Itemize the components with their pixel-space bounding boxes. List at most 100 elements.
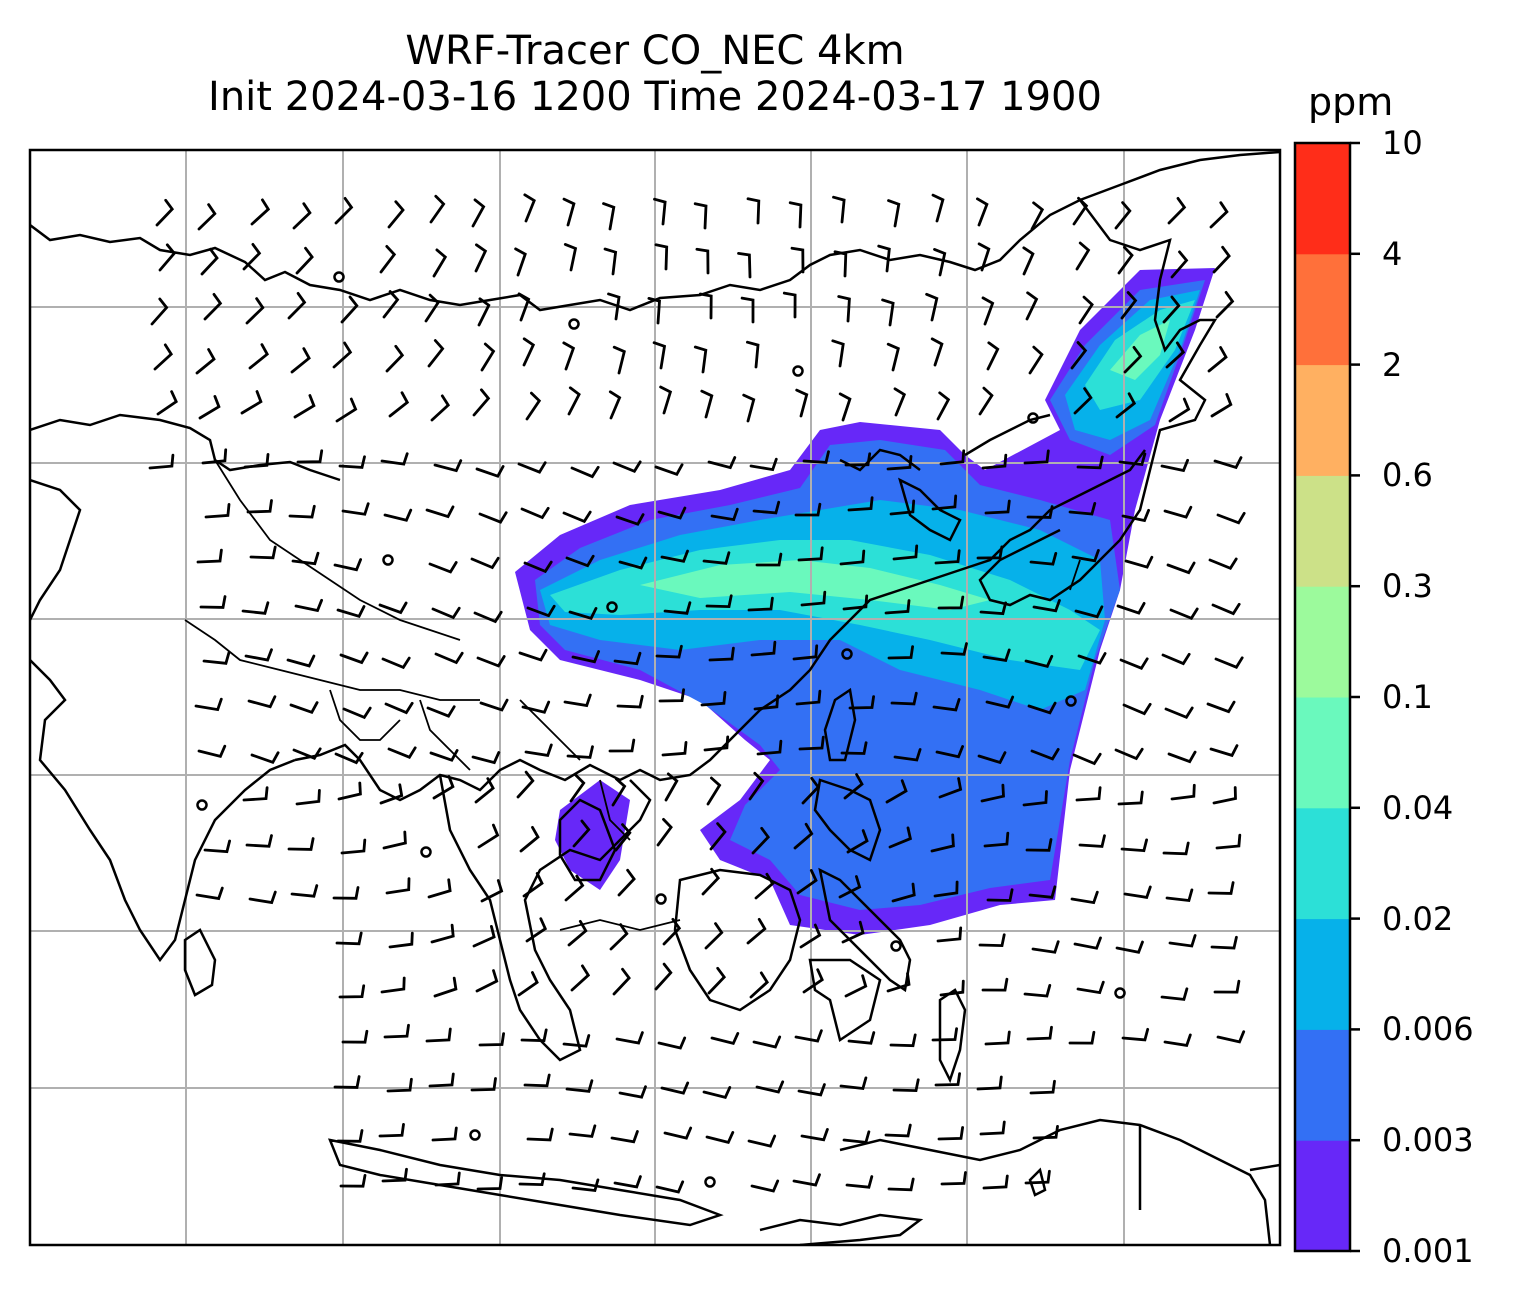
wind-barb bbox=[426, 705, 456, 718]
wind-barb bbox=[1029, 552, 1058, 566]
wind-barb bbox=[570, 964, 591, 992]
wind-barb bbox=[658, 688, 685, 703]
wind-barb bbox=[565, 554, 595, 568]
wind-barb bbox=[568, 607, 598, 620]
wind-barb bbox=[748, 771, 765, 801]
wind-barb bbox=[1076, 980, 1105, 995]
wind-barb bbox=[379, 783, 404, 805]
wind-barb bbox=[798, 735, 825, 751]
wind-barb bbox=[610, 1130, 639, 1144]
wind-barb bbox=[388, 931, 414, 949]
wind-barb bbox=[572, 819, 591, 848]
wind-barb bbox=[1161, 652, 1191, 666]
wind-barb bbox=[700, 691, 727, 707]
wind-barb bbox=[802, 450, 830, 464]
wind-barb bbox=[940, 642, 968, 656]
colorbar-tick-label: 0.3 bbox=[1382, 567, 1433, 606]
wind-barb bbox=[289, 701, 319, 715]
wind-barb bbox=[250, 751, 280, 765]
wind-barb bbox=[1120, 838, 1148, 853]
wind-barb bbox=[976, 545, 1004, 560]
wind-barb bbox=[1120, 291, 1138, 320]
wind-barb bbox=[1072, 196, 1089, 226]
wind-barb bbox=[934, 1072, 961, 1087]
wind-barb bbox=[788, 201, 803, 229]
wind-barb bbox=[517, 461, 547, 474]
wind-barb bbox=[388, 391, 410, 418]
wind-barb bbox=[615, 1031, 644, 1045]
wind-barb bbox=[295, 246, 314, 275]
wind-barb bbox=[881, 298, 895, 327]
wind-barb bbox=[663, 601, 692, 615]
wind-barb bbox=[664, 772, 679, 802]
wind-barb bbox=[523, 193, 536, 223]
wind-barb bbox=[802, 968, 824, 994]
wind-barb bbox=[705, 594, 733, 609]
wind-barb bbox=[380, 976, 406, 994]
wind-barb bbox=[478, 511, 508, 524]
wind-barb bbox=[433, 459, 463, 473]
wind-barb bbox=[428, 1072, 455, 1088]
wind-barb bbox=[608, 390, 622, 420]
calm-wind-circle bbox=[655, 893, 667, 905]
wind-barb bbox=[1168, 397, 1191, 423]
wind-barb bbox=[1026, 1025, 1053, 1041]
wind-barb bbox=[1210, 393, 1233, 418]
wind-barb bbox=[335, 397, 358, 423]
wind-barb bbox=[334, 751, 364, 765]
colorbar-segment bbox=[1295, 918, 1350, 1030]
wind-barb bbox=[847, 496, 874, 512]
wind-barb bbox=[340, 295, 359, 324]
wind-barb bbox=[430, 923, 455, 944]
colorbar-segment bbox=[1295, 807, 1350, 920]
wind-barb bbox=[698, 292, 713, 320]
wind-barb bbox=[431, 606, 461, 620]
wind-barb bbox=[847, 1031, 876, 1045]
colorbar-segment bbox=[1295, 697, 1350, 809]
wind-barb bbox=[519, 826, 540, 853]
wind-barb bbox=[693, 202, 708, 230]
colorbar-segment bbox=[1295, 253, 1350, 366]
wind-barb bbox=[844, 974, 868, 998]
wind-barb bbox=[979, 601, 1007, 616]
wind-barb bbox=[378, 1123, 405, 1138]
wind-barb bbox=[1208, 557, 1238, 571]
wind-barb bbox=[939, 449, 966, 466]
wind-barb bbox=[1075, 241, 1091, 271]
wind-barb bbox=[985, 695, 1015, 709]
wind-barb bbox=[431, 1126, 458, 1142]
wind-barb bbox=[1160, 458, 1189, 473]
colorbar-tick-label: 2 bbox=[1382, 345, 1403, 384]
wind-barb bbox=[240, 390, 263, 415]
wind-barb bbox=[195, 886, 224, 901]
wind-barb bbox=[1030, 201, 1045, 231]
calm-wind-circle bbox=[841, 648, 853, 660]
wind-barb bbox=[425, 505, 455, 519]
wind-barb bbox=[427, 878, 452, 899]
wind-barb bbox=[335, 931, 363, 946]
wind-barb bbox=[429, 749, 459, 762]
wind-barb bbox=[1030, 748, 1060, 761]
wind-barb bbox=[839, 1076, 868, 1091]
wind-barb bbox=[618, 1085, 647, 1099]
wind-barb bbox=[750, 640, 777, 657]
wind-barb bbox=[982, 648, 1011, 662]
wind-barb bbox=[1166, 561, 1196, 575]
wind-barb bbox=[1213, 456, 1243, 470]
wind-barb bbox=[655, 644, 683, 659]
wind-barb bbox=[197, 203, 217, 231]
wind-barb bbox=[660, 549, 689, 563]
wind-barb bbox=[737, 252, 752, 279]
wind-barb bbox=[887, 199, 901, 228]
title-line-2: Init 2024-03-16 1200 Time 2024-03-17 190… bbox=[208, 74, 1102, 120]
wind-barb bbox=[933, 880, 959, 898]
wind-barb bbox=[294, 598, 323, 613]
wind-barb bbox=[782, 291, 797, 319]
colorbar-tick-label: 0.001 bbox=[1382, 1232, 1474, 1270]
wind-barb bbox=[981, 977, 1009, 992]
wind-barb bbox=[288, 504, 316, 519]
wind-barb bbox=[242, 243, 262, 271]
calm-wind-circle bbox=[382, 554, 394, 566]
wind-barb bbox=[156, 390, 178, 416]
wind-barb bbox=[1032, 599, 1061, 613]
